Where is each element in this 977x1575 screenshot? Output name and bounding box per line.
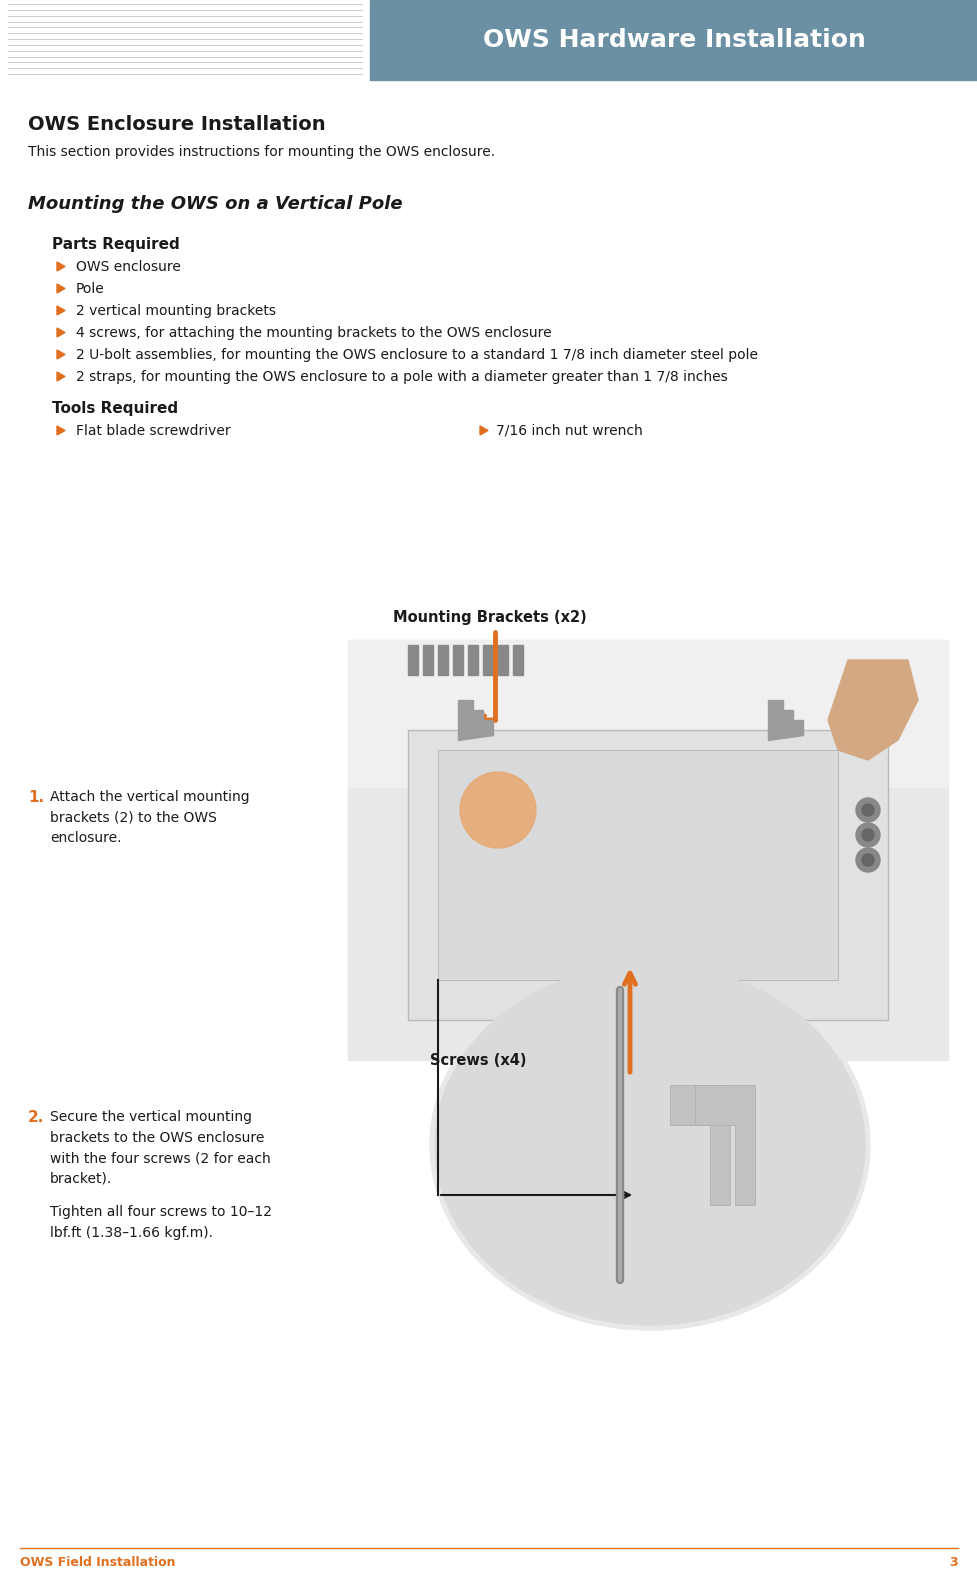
Polygon shape (457, 699, 492, 740)
Text: OWS enclosure: OWS enclosure (76, 260, 181, 274)
Text: Flat blade screwdriver: Flat blade screwdriver (76, 424, 231, 438)
Polygon shape (57, 284, 64, 293)
Bar (369, 0, 977, 80)
Text: 2 vertical mounting brackets: 2 vertical mounting brackets (76, 304, 276, 318)
Text: This section provides instructions for mounting the OWS enclosure.: This section provides instructions for m… (28, 145, 494, 159)
Text: Parts Required: Parts Required (52, 236, 180, 252)
Text: 3: 3 (949, 1556, 957, 1569)
Text: 7/16 inch nut wrench: 7/16 inch nut wrench (495, 424, 642, 438)
Bar (513, 646, 523, 676)
Polygon shape (57, 261, 64, 271)
Text: 2.: 2. (28, 1110, 44, 1125)
Ellipse shape (430, 961, 870, 1329)
Circle shape (861, 803, 873, 816)
Circle shape (855, 824, 879, 847)
Bar (483, 646, 492, 676)
Polygon shape (57, 328, 64, 337)
Bar (348, 639, 947, 788)
Bar (452, 646, 462, 676)
Text: OWS Enclosure Installation: OWS Enclosure Installation (28, 115, 325, 134)
Bar (497, 646, 507, 676)
Text: 4 screws, for attaching the mounting brackets to the OWS enclosure: 4 screws, for attaching the mounting bra… (76, 326, 551, 340)
Polygon shape (767, 699, 802, 740)
Bar (348, 639, 947, 1060)
Circle shape (861, 854, 873, 866)
Polygon shape (669, 1085, 729, 1205)
Text: 2 straps, for mounting the OWS enclosure to a pole with a diameter greater than : 2 straps, for mounting the OWS enclosure… (76, 370, 727, 384)
Text: Secure the vertical mounting
brackets to the OWS enclosure
with the four screws : Secure the vertical mounting brackets to… (50, 1110, 271, 1186)
Bar (407, 729, 887, 1021)
Polygon shape (57, 425, 64, 435)
Text: OWS Hardware Installation: OWS Hardware Installation (482, 28, 865, 52)
Bar (468, 646, 478, 676)
Polygon shape (57, 350, 64, 359)
Polygon shape (57, 306, 64, 315)
Bar (0, 0, 369, 80)
Circle shape (459, 772, 535, 847)
Text: OWS Field Installation: OWS Field Installation (20, 1556, 175, 1569)
Bar (423, 646, 433, 676)
Polygon shape (480, 425, 488, 435)
Bar (407, 646, 417, 676)
Polygon shape (695, 1085, 754, 1205)
Polygon shape (828, 660, 917, 761)
Text: Tighten all four screws to 10–12
lbf.ft (1.38–1.66 kgf.m).: Tighten all four screws to 10–12 lbf.ft … (50, 1205, 272, 1240)
Text: Tools Required: Tools Required (52, 402, 178, 416)
Circle shape (861, 828, 873, 841)
Text: Mounting the OWS on a Vertical Pole: Mounting the OWS on a Vertical Pole (28, 195, 403, 213)
Text: 2 U-bolt assemblies, for mounting the OWS enclosure to a standard 1 7/8 inch dia: 2 U-bolt assemblies, for mounting the OW… (76, 348, 757, 362)
Text: Attach the vertical mounting
brackets (2) to the OWS
enclosure.: Attach the vertical mounting brackets (2… (50, 791, 249, 846)
Text: Pole: Pole (76, 282, 105, 296)
Text: 1.: 1. (28, 791, 44, 805)
Text: Mounting Brackets (x2): Mounting Brackets (x2) (393, 610, 586, 625)
Bar (438, 750, 837, 980)
Circle shape (855, 799, 879, 822)
Circle shape (855, 847, 879, 873)
Polygon shape (57, 372, 64, 381)
Bar (438, 646, 447, 676)
Ellipse shape (435, 965, 864, 1325)
Text: Screws (x4): Screws (x4) (430, 1054, 526, 1068)
